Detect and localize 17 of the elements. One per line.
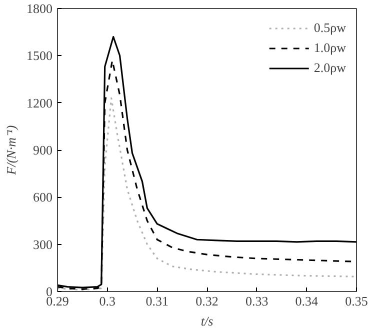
legend-label: 2.0ρw: [314, 60, 346, 76]
y-tick-label: 1500: [26, 48, 52, 64]
x-tick-label: 0.31: [146, 294, 169, 308]
legend-label: 1.0ρw: [314, 40, 346, 56]
legend-label: 0.5ρw: [314, 20, 346, 36]
x-tick-label: 0.33: [245, 294, 268, 308]
y-tick-label: 1200: [26, 95, 52, 110]
y-tick-label: 1800: [26, 1, 52, 16]
y-tick-label: 300: [33, 236, 52, 252]
x-tick-label: 0.3: [99, 294, 116, 308]
y-axis-title: F/(N·m⁻¹): [4, 125, 18, 176]
x-tick-label: 0.34: [295, 294, 319, 308]
x-tick-label: 0.32: [196, 294, 218, 308]
y-tick-label: 900: [33, 142, 52, 158]
y-tick-label: 600: [33, 190, 52, 205]
x-axis-title: t/s: [200, 314, 214, 328]
x-tick-label: 0.35: [345, 294, 368, 308]
